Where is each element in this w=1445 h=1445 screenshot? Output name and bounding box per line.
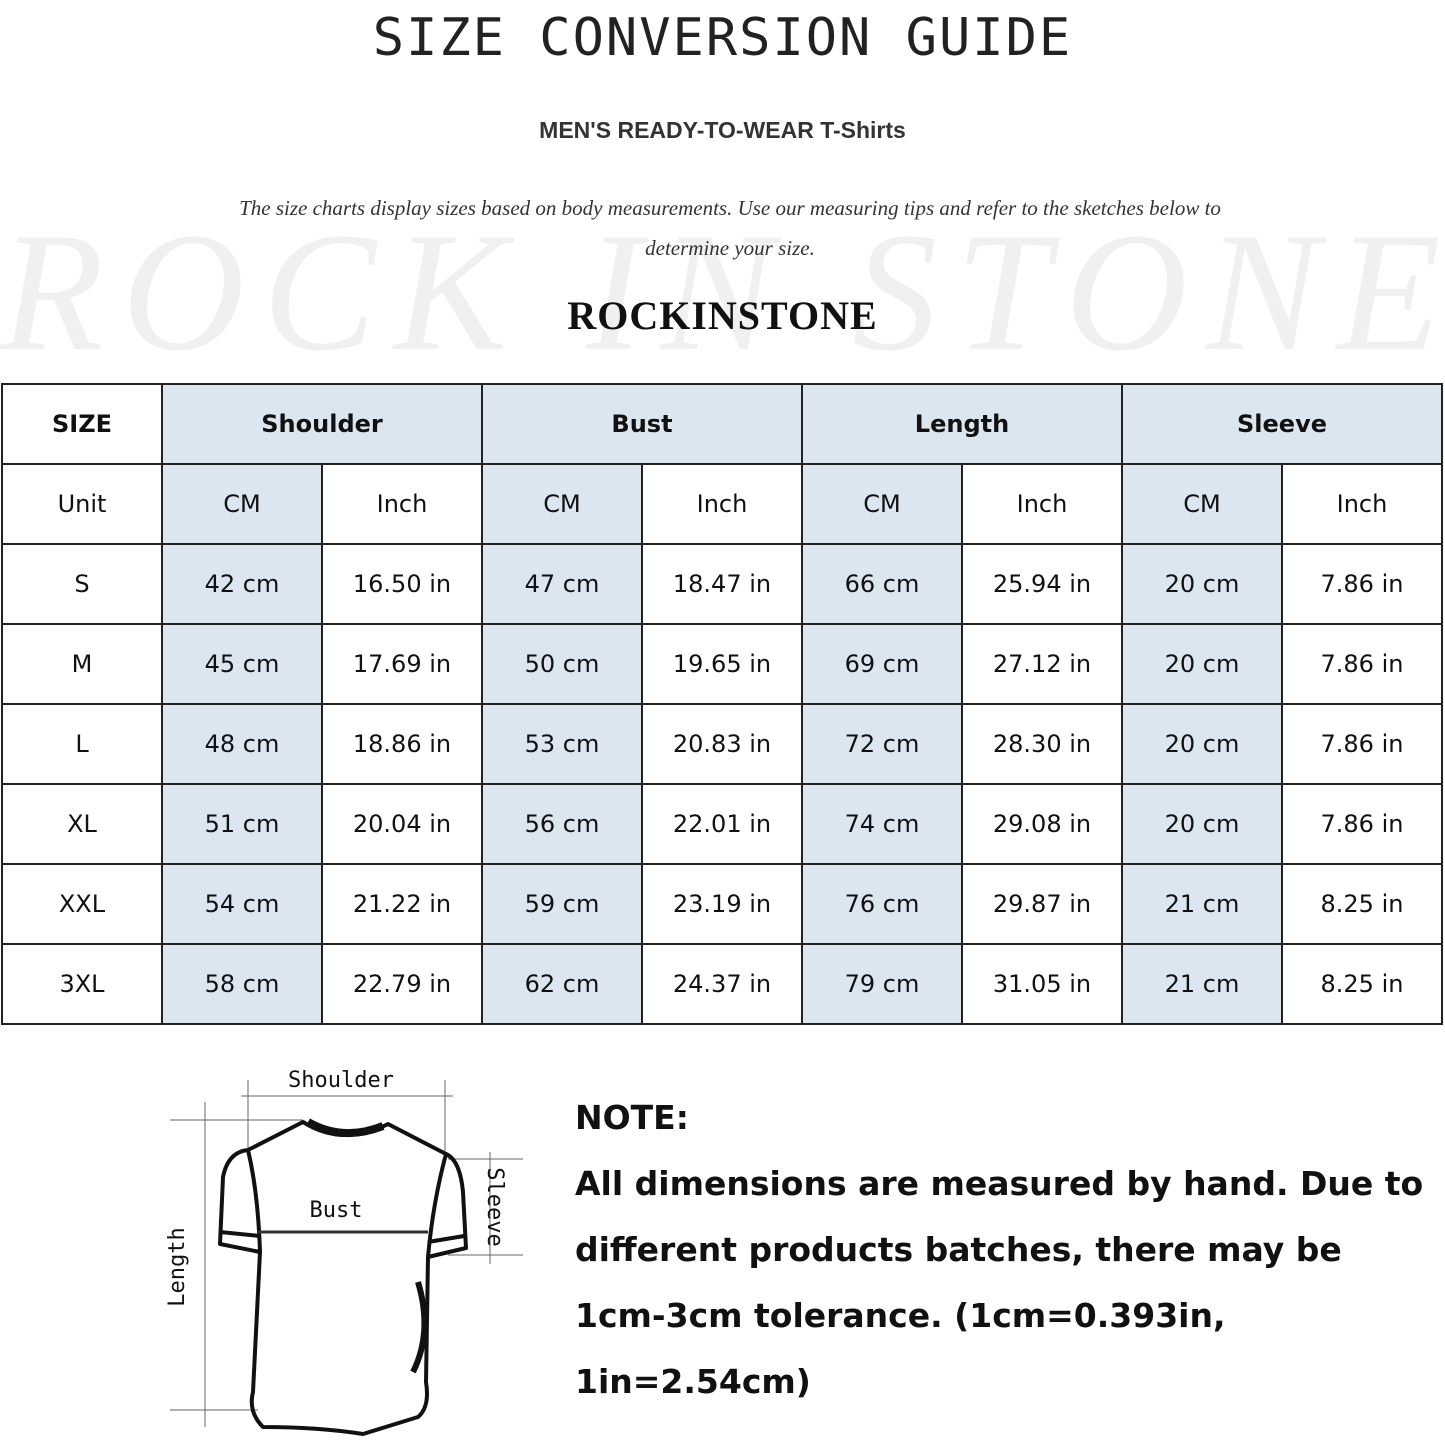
size-cell: 3XL <box>1 943 163 1025</box>
note-line: 1cm-3cm tolerance. (1cm=0.393in, 1in=2.5… <box>575 1296 1226 1401</box>
unit-cell: Inch <box>641 463 803 545</box>
length-label: Length <box>165 1227 190 1306</box>
table-row: S 42 cm 16.50 in 47 cm 18.47 in 66 cm 25.94 in… <box>1 543 1443 625</box>
table-row: XXL 54 cm 21.22 in 59 cm 23.19 in 76 cm 29.87 … <box>1 863 1443 945</box>
table-row: L 48 cm 18.86 in 53 cm 20.83 in 72 cm 28.30 in… <box>1 703 1443 785</box>
group-header-row: SIZE Shoulder Bust Length Sleeve <box>1 383 1443 465</box>
measurement-cell: 54 cm <box>161 863 323 945</box>
measurement-cell: 7.86 in <box>1281 703 1443 785</box>
measurement-cell: 20 cm <box>1121 783 1283 865</box>
measurement-cell: 16.50 in <box>321 543 483 625</box>
measurement-cell: 66 cm <box>801 543 963 625</box>
measurement-cell: 21.22 in <box>321 863 483 945</box>
measurement-cell: 18.47 in <box>641 543 803 625</box>
size-cell: M <box>1 623 163 705</box>
measurement-cell: 18.86 in <box>321 703 483 785</box>
measurement-cell: 22.01 in <box>641 783 803 865</box>
group-header: Length <box>801 383 1123 465</box>
measurement-cell: 56 cm <box>481 783 643 865</box>
unit-cell: CM <box>1121 463 1283 545</box>
unit-row: Unit CM Inch CM Inch CM Inch CM Inch <box>1 463 1443 545</box>
unit-cell: Inch <box>1281 463 1443 545</box>
table-row: 3XL 58 cm 22.79 in 62 cm 24.37 in 79 cm 31.05 … <box>1 943 1443 1025</box>
measurement-cell: 20.83 in <box>641 703 803 785</box>
measurement-cell: 8.25 in <box>1281 943 1443 1025</box>
measurement-cell: 22.79 in <box>321 943 483 1025</box>
measurement-cell: 20 cm <box>1121 623 1283 705</box>
measurement-cell: 7.86 in <box>1281 783 1443 865</box>
measurement-cell: 29.08 in <box>961 783 1123 865</box>
size-cell: S <box>1 543 163 625</box>
measurement-cell: 51 cm <box>161 783 323 865</box>
measurement-cell: 69 cm <box>801 623 963 705</box>
group-header: Sleeve <box>1121 383 1443 465</box>
unit-cell: CM <box>801 463 963 545</box>
measurement-cell: 53 cm <box>481 703 643 785</box>
group-header: Bust <box>481 383 803 465</box>
measurement-cell: 76 cm <box>801 863 963 945</box>
measurement-cell: 21 cm <box>1121 943 1283 1025</box>
measurement-cell: 25.94 in <box>961 543 1123 625</box>
note: NOTE: All dimensions are measured by han… <box>575 1085 1435 1415</box>
size-header: SIZE <box>1 383 163 465</box>
measurement-cell: 42 cm <box>161 543 323 625</box>
size-cell: L <box>1 703 163 785</box>
size-table: SIZE Shoulder Bust Length Sleeve Unit CM… <box>1 383 1443 1025</box>
measurement-cell: 20 cm <box>1121 703 1283 785</box>
unit-cell: CM <box>481 463 643 545</box>
shoulder-label: Shoulder <box>288 1068 394 1093</box>
measurement-cell: 31.05 in <box>961 943 1123 1025</box>
unit-header: Unit <box>1 463 163 545</box>
measurement-cell: 74 cm <box>801 783 963 865</box>
size-cell: XXL <box>1 863 163 945</box>
sleeve-label: Sleeve <box>482 1167 507 1246</box>
unit-cell: Inch <box>321 463 483 545</box>
note-heading: NOTE: <box>575 1098 689 1137</box>
measurement-cell: 7.86 in <box>1281 543 1443 625</box>
measurement-cell: 19.65 in <box>641 623 803 705</box>
measurement-cell: 29.87 in <box>961 863 1123 945</box>
measurement-cell: 59 cm <box>481 863 643 945</box>
table-row: XL 51 cm 20.04 in 56 cm 22.01 in 74 cm 29.08 i… <box>1 783 1443 865</box>
bust-label: Bust <box>310 1198 363 1223</box>
measurement-cell: 79 cm <box>801 943 963 1025</box>
page-title: SIZE CONVERSION GUIDE <box>372 8 1073 68</box>
tshirt-measurement-sketch: Shoulder Bust Length Sleeve <box>165 1068 523 1436</box>
unit-cell: Inch <box>961 463 1123 545</box>
measurement-cell: 23.19 in <box>641 863 803 945</box>
measurement-cell: 62 cm <box>481 943 643 1025</box>
note-line: All dimensions are measured by hand. Due… <box>575 1164 1424 1203</box>
note-line: different products batches, there may be <box>575 1230 1342 1269</box>
measurement-cell: 20 cm <box>1121 543 1283 625</box>
brand-name: ROCKINSTONE <box>567 293 878 338</box>
measurement-cell: 24.37 in <box>641 943 803 1025</box>
measurement-cell: 17.69 in <box>321 623 483 705</box>
measurement-cell: 72 cm <box>801 703 963 785</box>
size-cell: XL <box>1 783 163 865</box>
description: The size charts display sizes based on b… <box>239 196 1221 260</box>
measurement-cell: 45 cm <box>161 623 323 705</box>
measurement-cell: 21 cm <box>1121 863 1283 945</box>
measurement-cell: 58 cm <box>161 943 323 1025</box>
measurement-cell: 47 cm <box>481 543 643 625</box>
measurement-cell: 7.86 in <box>1281 623 1443 705</box>
measurement-cell: 20.04 in <box>321 783 483 865</box>
measurement-cell: 48 cm <box>161 703 323 785</box>
measurement-cell: 8.25 in <box>1281 863 1443 945</box>
measurement-cell: 27.12 in <box>961 623 1123 705</box>
measurement-cell: 50 cm <box>481 623 643 705</box>
subtitle: MEN'S READY-TO-WEAR T-Shirts <box>539 117 906 143</box>
measurement-cell: 28.30 in <box>961 703 1123 785</box>
group-header: Shoulder <box>161 383 483 465</box>
table-row: M 45 cm 17.69 in 50 cm 19.65 in 69 cm 27.12 in… <box>1 623 1443 705</box>
unit-cell: CM <box>161 463 323 545</box>
